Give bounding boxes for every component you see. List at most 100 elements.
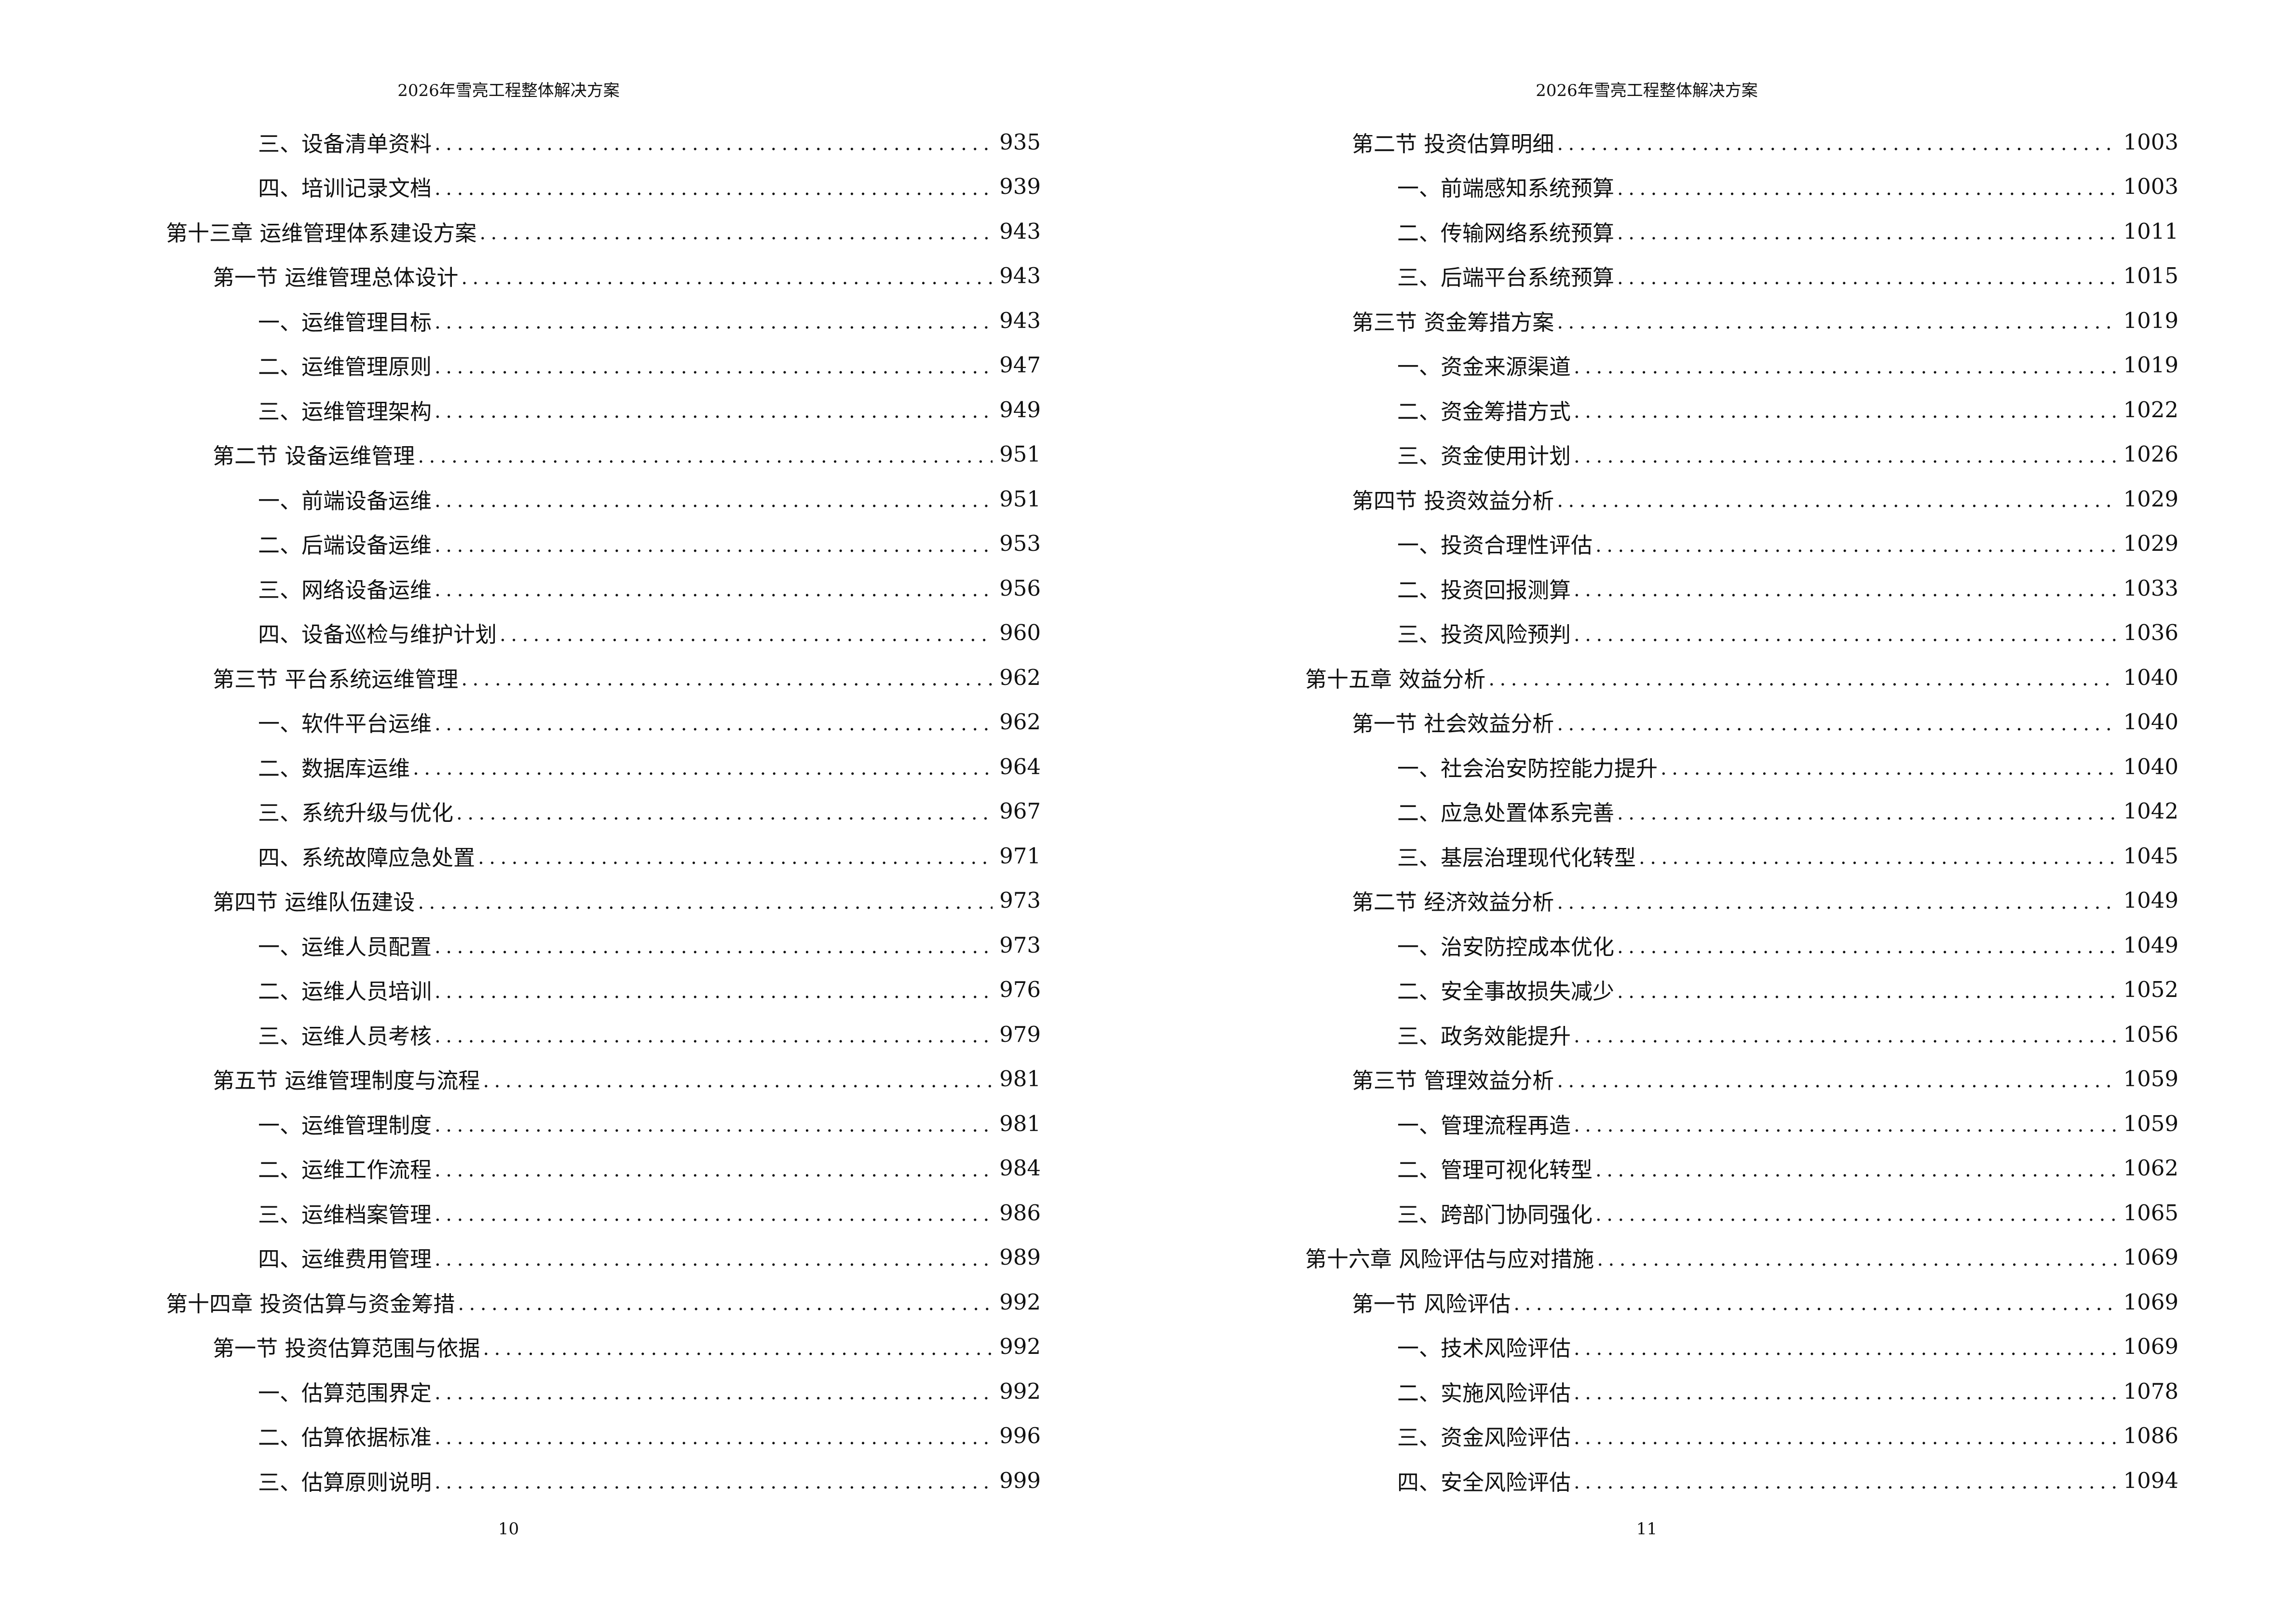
toc-entry[interactable]: 二、投资回报测算................................… [1305,566,2178,611]
toc-entry[interactable]: 三、网络设备运维................................… [166,566,1041,611]
toc-entry[interactable]: 二、传输网络系统预算..............................… [1305,209,2178,254]
toc-entry[interactable]: 二、估算依据标准................................… [166,1414,1041,1459]
dot-leader: ........................................… [1574,1471,2117,1492]
toc-entry[interactable]: 三、运维人员考核................................… [166,1012,1041,1057]
toc-entry[interactable]: 一、运维人员配置................................… [166,923,1041,968]
toc-entry-title: 第三节 资金筹措方案 [1352,309,1554,335]
toc-entry[interactable]: 第三节 资金筹措方案..............................… [1305,298,2178,343]
toc-entry[interactable]: 二、安全事故损失减少..............................… [1305,968,2178,1012]
toc-entry[interactable]: 三、运维档案管理................................… [166,1190,1041,1235]
toc-entry[interactable]: 三、估算原则说明................................… [166,1458,1041,1503]
toc-entry[interactable]: 第四节 投资效益分析..............................… [1305,477,2178,521]
toc-entry[interactable]: 三、投资风险预判................................… [1305,611,2178,655]
toc-entry[interactable]: 三、资金使用计划................................… [1305,432,2178,477]
toc-entry[interactable]: 三、运维管理架构................................… [166,387,1041,432]
toc-entry[interactable]: 第一节 社会效益分析..............................… [1305,700,2178,745]
toc-entry-page: 943 [999,307,1041,333]
dot-leader: ........................................… [435,1159,993,1180]
toc-entry[interactable]: 三、资金风险评估................................… [1305,1414,2178,1459]
toc-entry[interactable]: 第十四章 投资估算与资金筹措..........................… [166,1280,1041,1324]
toc-entry[interactable]: 二、运维管理原则................................… [166,343,1041,388]
toc-entry[interactable]: 三、政务效能提升................................… [1305,1012,2178,1057]
toc-entry[interactable]: 第三节 管理效益分析..............................… [1305,1057,2178,1102]
toc-entry[interactable]: 一、前端设备运维................................… [166,477,1041,521]
dot-leader: ........................................… [1661,757,2116,778]
page-left: 2026年雪亮工程整体解决方案 三、设备清单资料................… [166,81,1041,1539]
toc-entry-title: 一、技术风险评估 [1397,1336,1571,1362]
dot-leader: ........................................… [1557,1069,2117,1091]
dot-leader: ........................................… [435,355,993,377]
toc-entry-page: 999 [999,1467,1041,1493]
toc-entry[interactable]: 第二节 设备运维管理..............................… [166,432,1041,477]
dot-leader: ........................................… [500,623,993,644]
dot-leader: ........................................… [461,668,993,689]
dot-leader: ........................................… [435,980,993,1001]
toc-entry-title: 第十四章 投资估算与资金筹措 [166,1291,455,1317]
toc-entry[interactable]: 一、投资合理性评估...............................… [1305,521,2178,566]
toc-entry[interactable]: 一、前端感知系统预算..............................… [1305,164,2178,209]
toc-entry[interactable]: 一、软件平台运维................................… [166,700,1041,745]
toc-entry-page: 1069 [2123,1334,2178,1360]
toc-entry-page: 1069 [2123,1289,2178,1315]
toc-entry[interactable]: 第五节 运维管理制度与流程...........................… [166,1057,1041,1102]
toc-entry-page: 953 [999,531,1041,557]
toc-entry-title: 二、资金筹措方式 [1397,398,1571,424]
dot-leader: ........................................… [1574,400,2117,422]
dot-leader: ........................................… [1595,534,2117,555]
toc-entry[interactable]: 四、系统故障应急处置..............................… [166,833,1041,878]
toc-entry-page: 951 [999,486,1041,512]
toc-entry[interactable]: 一、资金来源渠道................................… [1305,343,2178,388]
toc-entry-title: 二、应急处置体系完善 [1397,800,1615,826]
dot-leader: ........................................… [483,1337,993,1358]
toc-entry[interactable]: 第一节 投资估算范围与依据...........................… [166,1324,1041,1369]
toc-entry-title: 第四节 运维队伍建设 [213,889,415,915]
toc-entry[interactable]: 二、运维工作流程................................… [166,1146,1041,1191]
toc-entry-page: 956 [999,575,1041,601]
toc-entry-page: 1052 [2123,977,2178,1003]
toc-entry[interactable]: 第二节 投资估算明细..............................… [1305,120,2178,164]
toc-entry[interactable]: 三、设备清单资料................................… [166,120,1041,164]
toc-entry-title: 第一节 社会效益分析 [1352,711,1554,737]
toc-entry[interactable]: 三、系统升级与优化...............................… [166,789,1041,834]
toc-entry[interactable]: 四、培训记录文档................................… [166,164,1041,209]
toc-entry[interactable]: 第三节 平台系统运维管理............................… [166,655,1041,700]
toc-entry[interactable]: 四、运维费用管理................................… [166,1235,1041,1280]
toc-entry[interactable]: 一、运维管理目标................................… [166,298,1041,343]
toc-entry[interactable]: 二、资金筹措方式................................… [1305,387,2178,432]
toc-entry-page: 986 [999,1200,1041,1226]
toc-entry[interactable]: 四、安全风险评估................................… [1305,1458,2178,1503]
toc-entry-title: 三、估算原则说明 [258,1469,432,1495]
toc-entry[interactable]: 一、治安防控成本优化..............................… [1305,923,2178,968]
toc-entry[interactable]: 第一节 风险评估................................… [1305,1280,2178,1324]
toc-entry[interactable]: 一、社会治安防控能力提升............................… [1305,744,2178,789]
toc-entry[interactable]: 三、跨部门协同强化...............................… [1305,1190,2178,1235]
toc-entry[interactable]: 第二节 经济效益分析..............................… [1305,878,2178,923]
toc-entry[interactable]: 二、运维人员培训................................… [166,968,1041,1012]
toc-entry[interactable]: 一、运维管理制度................................… [166,1101,1041,1146]
toc-entry-title: 二、安全事故损失减少 [1397,979,1615,1005]
toc-entry[interactable]: 二、应急处置体系完善..............................… [1305,789,2178,834]
toc-entry[interactable]: 第十三章 运维管理体系建设方案.........................… [166,209,1041,254]
toc-entry[interactable]: 二、后端设备运维................................… [166,521,1041,566]
toc-entry-page: 1045 [2123,843,2178,869]
dot-leader: ........................................… [1574,579,2117,600]
toc-entry[interactable]: 一、技术风险评估................................… [1305,1324,2178,1369]
toc-entry-title: 二、数据库运维 [258,755,410,781]
dot-leader: ........................................… [1574,1426,2117,1447]
toc-entry[interactable]: 三、后端平台系统预算..............................… [1305,254,2178,299]
toc-entry[interactable]: 二、实施风险评估................................… [1305,1369,2178,1414]
toc-entry-title: 三、跨部门协同强化 [1397,1201,1593,1228]
toc-entry[interactable]: 一、估算范围界定................................… [166,1369,1041,1414]
toc-entry[interactable]: 三、基层治理现代化转型.............................… [1305,833,2178,878]
toc-entry[interactable]: 二、管理可视化转型...............................… [1305,1146,2178,1191]
toc-entry[interactable]: 第十五章 效益分析...............................… [1305,655,2178,700]
toc-entry[interactable]: 第四节 运维队伍建设..............................… [166,878,1041,923]
toc-entry[interactable]: 一、管理流程再造................................… [1305,1101,2178,1146]
toc-entry[interactable]: 二、数据库运维.................................… [166,744,1041,789]
toc-entry[interactable]: 第十六章 风险评估与应对措施..........................… [1305,1235,2178,1280]
toc-entry-title: 三、资金使用计划 [1397,443,1571,469]
toc-entry-title: 一、治安防控成本优化 [1397,934,1615,960]
toc-entry[interactable]: 四、设备巡检与维护计划.............................… [166,611,1041,655]
running-header: 2026年雪亮工程整体解决方案 [397,81,620,100]
toc-entry[interactable]: 第一节 运维管理总体设计............................… [166,254,1041,299]
